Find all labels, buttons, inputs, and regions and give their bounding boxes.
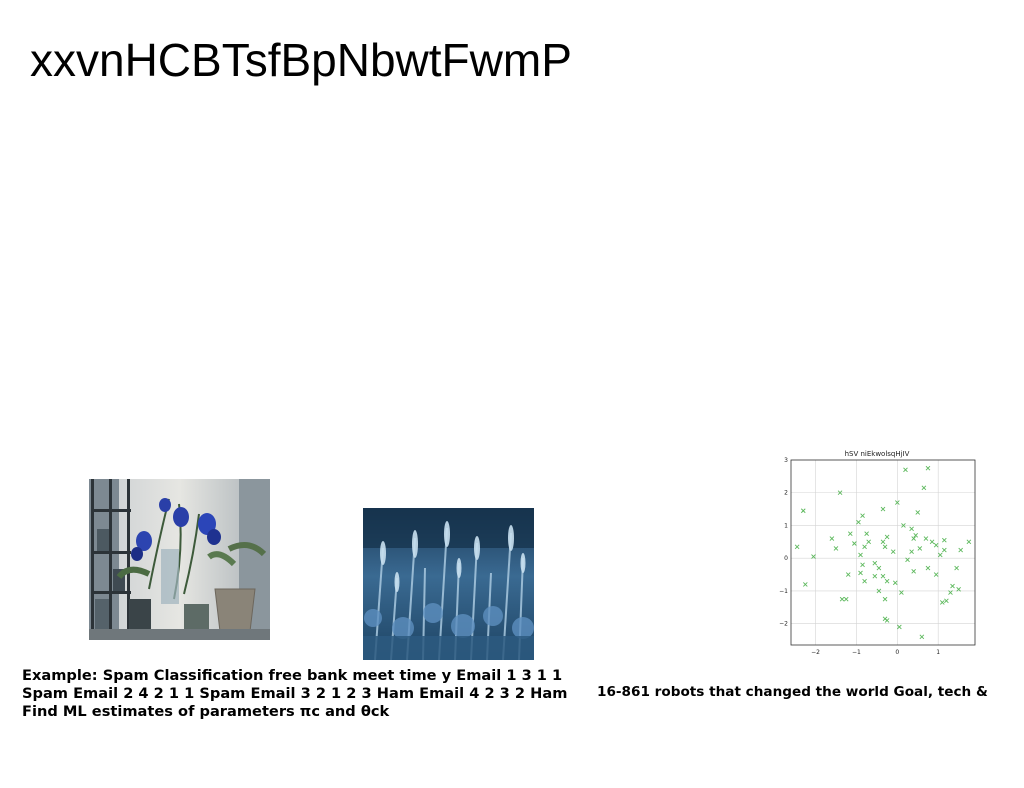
data-point [933, 572, 939, 577]
data-point [880, 573, 886, 579]
data-point [880, 539, 886, 545]
data-point [876, 588, 882, 594]
data-point [966, 539, 972, 545]
data-point [942, 537, 947, 543]
data-point [858, 552, 863, 558]
data-point [872, 573, 878, 579]
data-point [925, 565, 931, 571]
x-tick-label: 0 [895, 649, 899, 656]
data-point [829, 536, 835, 541]
data-point [903, 467, 908, 473]
y-tick-label: 1 [784, 522, 788, 529]
chart-title: hSV niEkwolsqHjIV [845, 450, 910, 458]
data-point [897, 624, 902, 630]
data-point [794, 544, 800, 550]
data-point [944, 598, 949, 604]
data-point [843, 596, 849, 602]
data-point [837, 490, 843, 496]
data-point [942, 547, 947, 553]
data-point [876, 565, 882, 571]
y-tick-label: 2 [784, 490, 788, 497]
data-point [923, 536, 929, 541]
plot-frame [790, 459, 976, 646]
x-tick-label: −1 [852, 649, 861, 656]
data-point [800, 508, 806, 514]
x-tick-label: −2 [811, 649, 820, 656]
data-point [958, 547, 964, 553]
data-point [937, 552, 943, 558]
data-point [862, 544, 867, 550]
y-tick-label: −2 [779, 621, 788, 628]
data-point [921, 485, 927, 491]
blue-flowers-in-vases-photo [89, 479, 270, 640]
data-point [845, 572, 851, 577]
data-point [847, 531, 853, 536]
axis-ticks: −2 −1 0 1 3 2 1 0 −1 −2 [779, 457, 940, 656]
data-point [860, 562, 865, 568]
data-point [833, 546, 839, 551]
x-tick-label: 1 [936, 649, 940, 656]
data-point [956, 587, 961, 592]
data-point [925, 465, 931, 471]
data-point [909, 549, 914, 554]
data-point [884, 578, 890, 584]
data-point [866, 539, 872, 545]
slide-title: xxvnHCBTsfBpNbwtFwmP [30, 34, 572, 86]
data-point [939, 600, 945, 605]
data-points [794, 465, 972, 640]
data-point [892, 580, 898, 586]
data-point [894, 500, 900, 505]
data-point [913, 532, 919, 538]
data-point [811, 554, 816, 559]
robots-caption: 16-861 robots that changed the world Goa… [597, 684, 988, 700]
data-point [802, 582, 808, 587]
data-point [882, 544, 888, 550]
data-point [860, 513, 865, 518]
data-point [919, 634, 925, 640]
data-point [872, 560, 878, 566]
data-point [909, 526, 914, 532]
data-point [884, 534, 890, 540]
data-point [890, 549, 896, 554]
data-point [954, 565, 959, 571]
blue-flower-field-photo [363, 508, 534, 660]
data-point [856, 519, 861, 525]
data-point [948, 590, 953, 595]
data-point [915, 510, 921, 515]
data-point [901, 523, 906, 528]
y-tick-label: 3 [784, 457, 788, 464]
data-point [950, 583, 955, 589]
data-point [880, 506, 886, 512]
data-point [882, 596, 888, 602]
data-point [858, 570, 863, 576]
data-point [911, 569, 916, 574]
data-point [933, 542, 939, 548]
data-point [911, 536, 916, 541]
data-point [929, 539, 935, 545]
data-point [839, 596, 845, 602]
y-tick-label: −1 [779, 588, 788, 595]
data-point [864, 531, 869, 536]
data-point [917, 546, 923, 551]
data-point [905, 557, 910, 563]
y-tick-label: 0 [784, 555, 788, 562]
scatter-plot: hSV niEkwolsqHjIV −2 −1 0 1 3 2 1 0 −1 −2 [779, 450, 976, 656]
data-point [862, 578, 867, 584]
data-point [852, 541, 857, 546]
data-point [884, 618, 890, 623]
spam-classification-caption: Example: Spam Classification free bank m… [22, 667, 568, 720]
data-point [899, 590, 904, 595]
